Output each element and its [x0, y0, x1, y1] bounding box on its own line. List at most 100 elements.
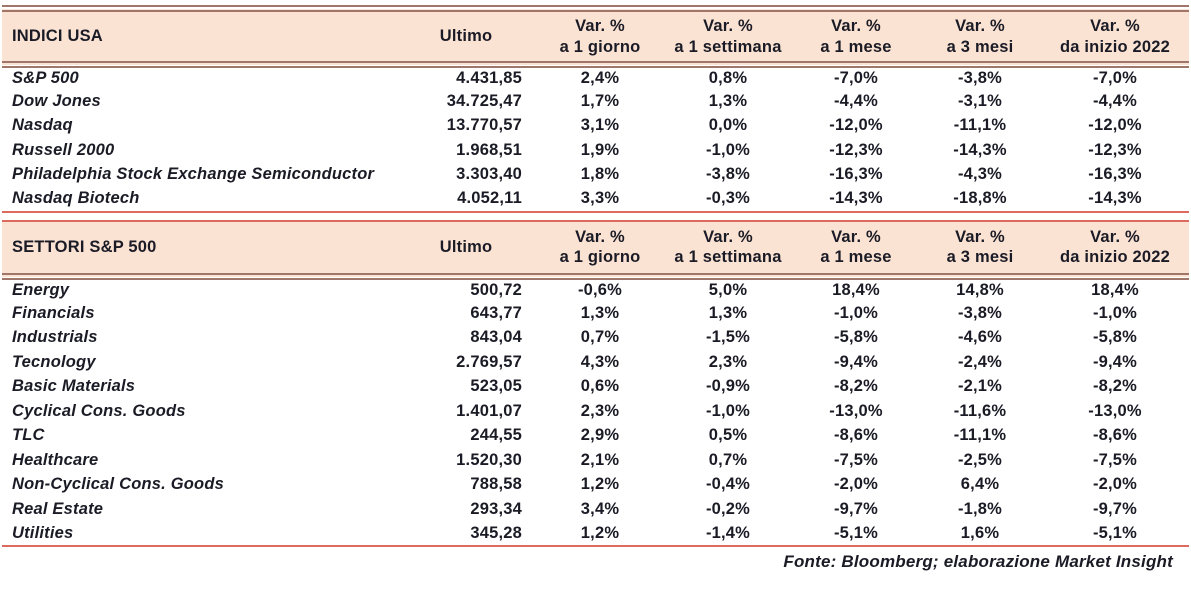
var-3-months: -14,3%: [953, 140, 1007, 159]
table-row: Energy 500,72 -0,6% 5,0% 18,4% 14,8% 18,…: [2, 277, 1189, 302]
var-1-week: -0,3%: [663, 187, 793, 213]
last-value: 843,04: [470, 328, 522, 347]
var-ytd: -9,4%: [1092, 352, 1138, 371]
var-1-month: -4,4%: [833, 91, 879, 110]
table-row: Non-Cyclical Cons. Goods 788,58 1,2% -0,…: [2, 473, 1189, 498]
last-value: 244,55: [470, 426, 522, 445]
var-1-month: 18,4%: [832, 281, 880, 299]
var-ytd: -14,3%: [1041, 187, 1189, 213]
table-row: Industrials 843,04 0,7% -1,5% -5,8% -4,6…: [2, 326, 1189, 351]
table-row: S&P 500 4.431,85 2,4% 0,8% -7,0% -3,8% -…: [2, 65, 1189, 90]
var-1-day: 1,7%: [580, 91, 620, 110]
var-1-month: -13,0%: [829, 401, 883, 420]
last-value: 34.725,47: [446, 91, 522, 110]
var-1-month: -16,3%: [829, 165, 883, 184]
var-1-month: -1,0%: [833, 303, 879, 322]
col-header-var-1-day: Var. % a 1 giorno: [537, 219, 663, 280]
var-1-week: -0,9%: [705, 377, 751, 396]
var-1-month: -8,6%: [833, 426, 879, 445]
var-1-month: -7,0%: [833, 69, 879, 87]
last-value: 3.303,40: [456, 165, 522, 184]
var-1-month: -9,7%: [833, 499, 879, 518]
var-3-months: 6,4%: [960, 475, 1000, 494]
var-label: Var. %: [831, 17, 881, 35]
var-1-day: 1,2%: [537, 521, 663, 547]
var-label: Var. %: [1090, 17, 1140, 35]
var-3-months: -3,8%: [957, 69, 1003, 87]
var-ytd: -7,5%: [1092, 450, 1138, 469]
var-1-day: 1,2%: [580, 475, 620, 494]
var-1-day: 2,1%: [580, 450, 620, 469]
var-1-month: -14,3%: [793, 187, 919, 213]
var-1-month: -12,3%: [829, 140, 883, 159]
var-period: a 3 mesi: [946, 248, 1014, 267]
var-3-months: -2,4%: [957, 352, 1003, 371]
var-label: Var. %: [575, 17, 625, 35]
var-period: a 1 mese: [820, 37, 892, 56]
var-3-months: -11,6%: [953, 401, 1007, 420]
row-label: Utilities: [2, 521, 395, 547]
var-ytd: -5,8%: [1092, 328, 1138, 347]
col-header-var-3-months: Var. % a 3 mesi: [919, 219, 1041, 280]
var-1-month: -12,0%: [829, 116, 883, 135]
row-label: Nasdaq Biotech: [2, 187, 395, 213]
var-1-week: 0,7%: [708, 450, 748, 469]
row-label: S&P 500: [12, 69, 79, 87]
var-3-months: -3,8%: [957, 303, 1003, 322]
var-ytd: -2,0%: [1092, 475, 1138, 494]
table-header-row: INDICI USA Ultimo Var. % a 1 giorno Var.…: [2, 5, 1189, 68]
table-row: Cyclical Cons. Goods 1.401,07 2,3% -1,0%…: [2, 399, 1189, 424]
var-period: a 3 mesi: [946, 37, 1014, 56]
var-1-week: -0,2%: [705, 499, 751, 518]
row-label: Philadelphia Stock Exchange Semiconducto…: [12, 165, 375, 184]
col-header-var-ytd: Var. % da inizio 2022: [1041, 5, 1189, 68]
var-1-day: 2,9%: [580, 426, 620, 445]
table-row: Philadelphia Stock Exchange Semiconducto…: [2, 163, 1189, 188]
var-period: da inizio 2022: [1059, 248, 1171, 267]
var-ytd: -12,0%: [1088, 116, 1142, 135]
var-3-months: -4,3%: [957, 165, 1003, 184]
var-ytd: -1,0%: [1092, 303, 1138, 322]
var-1-month: -7,5%: [833, 450, 879, 469]
var-ytd: -4,4%: [1092, 91, 1138, 110]
var-1-day: 3,1%: [580, 116, 620, 135]
var-label: Var. %: [955, 17, 1005, 35]
last-value: 1.401,07: [456, 401, 522, 420]
var-ytd: -5,1%: [1041, 521, 1189, 547]
row-label: Russell 2000: [12, 140, 115, 159]
col-header-var-ytd: Var. % da inizio 2022: [1041, 219, 1189, 280]
var-ytd: -8,2%: [1092, 377, 1138, 396]
var-period: a 1 giorno: [559, 248, 641, 267]
row-label: Real Estate: [12, 499, 104, 518]
col-header-var-3-months: Var. % a 3 mesi: [919, 5, 1041, 68]
last-value: 1.520,30: [456, 450, 522, 469]
section-title: SETTORI S&P 500: [2, 219, 395, 280]
last-value: 293,34: [470, 499, 522, 518]
row-label: Cyclical Cons. Goods: [12, 401, 186, 420]
var-3-months: 14,8%: [956, 281, 1004, 299]
last-value: 1.968,51: [456, 140, 522, 159]
var-1-month: -8,2%: [833, 377, 879, 396]
source-note: Fonte: Bloomberg; elaborazione Market In…: [783, 552, 1173, 571]
var-3-months: -3,1%: [957, 91, 1003, 110]
var-period: a 1 mese: [820, 248, 892, 267]
var-1-week: -0,4%: [705, 475, 751, 494]
var-1-month: -9,4%: [833, 352, 879, 371]
var-1-week: -1,5%: [705, 328, 751, 347]
var-3-months: -4,6%: [957, 328, 1003, 347]
var-3-months: -11,1%: [953, 426, 1007, 445]
section-title: INDICI USA: [2, 5, 395, 68]
var-label: Var. %: [1090, 227, 1140, 246]
row-label: Energy: [12, 281, 70, 299]
var-1-month: -5,1%: [793, 521, 919, 547]
row-label: Financials: [12, 303, 95, 322]
table-row: Nasdaq Biotech 4.052,11 3,3% -0,3% -14,3…: [2, 187, 1189, 213]
indici-usa-table: INDICI USA Ultimo Var. % a 1 giorno Var.…: [2, 5, 1189, 213]
var-1-day: 2,4%: [580, 69, 620, 87]
table-row: Nasdaq 13.770,57 3,1% 0,0% -12,0% -11,1%…: [2, 114, 1189, 139]
row-label: Non-Cyclical Cons. Goods: [12, 475, 224, 494]
col-header-var-1-month: Var. % a 1 mese: [793, 219, 919, 280]
row-label: TLC: [12, 426, 45, 445]
var-1-day: -0,6%: [577, 281, 623, 299]
var-1-week: -1,0%: [705, 401, 751, 420]
